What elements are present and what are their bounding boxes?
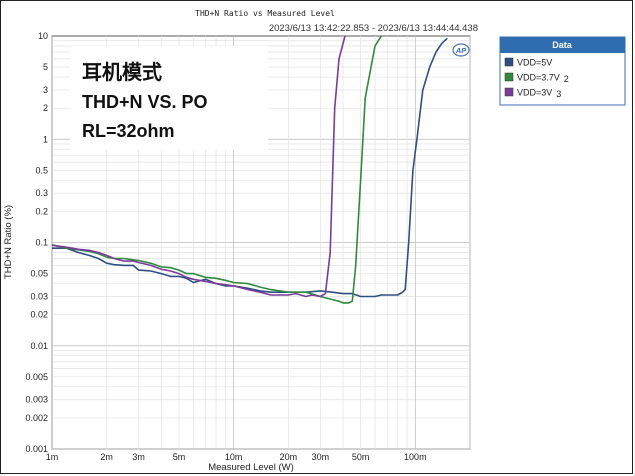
x-tick-label: 1m bbox=[46, 452, 59, 462]
y-tick-label: 0.005 bbox=[25, 372, 48, 382]
legend-swatch bbox=[504, 72, 514, 82]
series-layer bbox=[52, 36, 448, 304]
y-tick-label: 0.001 bbox=[25, 444, 48, 454]
y-tick-label: 3 bbox=[43, 85, 48, 95]
x-tick-label: 2m bbox=[100, 452, 113, 462]
series-line-vdd-3v bbox=[52, 36, 346, 298]
y-tick-label: 0.002 bbox=[25, 413, 48, 423]
x-tick-label: 20m bbox=[280, 452, 298, 462]
ap-logo-icon: AP bbox=[452, 43, 470, 57]
x-tick-label: 50m bbox=[352, 452, 370, 462]
y-tick-label: 0.03 bbox=[30, 291, 48, 301]
chart-title: THD+N Ratio vs Measured Level bbox=[195, 9, 335, 18]
legend-index: 2 bbox=[564, 74, 569, 84]
annotation-subtitle: THD+N VS. PO bbox=[82, 92, 208, 112]
y-tick-label: 0.01 bbox=[30, 341, 48, 351]
legend-index: 3 bbox=[556, 89, 561, 99]
legend-label: VDD=3V bbox=[517, 88, 552, 98]
legend-label: VDD=5V bbox=[517, 58, 552, 68]
x-tick-label: 100m bbox=[404, 452, 427, 462]
x-tick-label: 5m bbox=[173, 452, 186, 462]
legend-label: VDD=3.7V bbox=[517, 73, 560, 83]
legend-header: Data bbox=[552, 40, 573, 50]
annotation-mode: 耳机模式 bbox=[82, 60, 162, 84]
legend-swatch bbox=[504, 87, 514, 97]
y-tick-label: 2 bbox=[43, 103, 48, 113]
legend-swatch bbox=[504, 57, 514, 67]
y-tick-label: 0.5 bbox=[35, 165, 48, 175]
x-tick-label: 10m bbox=[225, 452, 243, 462]
y-tick-label: 0.2 bbox=[35, 206, 48, 216]
y-tick-label: 1 bbox=[43, 134, 48, 144]
y-tick-label: 5 bbox=[43, 62, 48, 72]
ap-logo-text: AP bbox=[455, 46, 467, 55]
y-tick-label: 0.05 bbox=[30, 269, 48, 279]
series-line-vdd-5v bbox=[52, 37, 448, 298]
y-tick-label: 10 bbox=[38, 31, 48, 41]
x-axis-label: Measured Level (W) bbox=[208, 462, 294, 473]
y-axis-label: THD+N Ratio (%) bbox=[3, 205, 14, 279]
y-tick-label: 0.003 bbox=[25, 395, 48, 405]
x-tick-label: 30m bbox=[312, 452, 330, 462]
tick-labels: 10 5 3 2 1 0.5 0.3 0.2 0.1 0.05 0.03 0.02 0.01 0.005 0… bbox=[25, 31, 426, 462]
legend[interactable]: Data VDD=5V VDD=3.7V 2 VDD=3V 3 bbox=[499, 36, 626, 106]
y-tick-label: 0.02 bbox=[30, 310, 48, 320]
x-tick-label: 3m bbox=[132, 452, 145, 462]
annotation-box: 耳机模式 THD+N VS. PO RL=32ohm bbox=[70, 46, 268, 150]
y-tick-label: 0.1 bbox=[35, 238, 48, 248]
y-tick-label: 0.3 bbox=[35, 188, 48, 198]
annotation-load: RL=32ohm bbox=[82, 121, 175, 141]
time-range: 2023/6/13 13:42:22.853 - 2023/6/13 13:44… bbox=[269, 23, 478, 34]
